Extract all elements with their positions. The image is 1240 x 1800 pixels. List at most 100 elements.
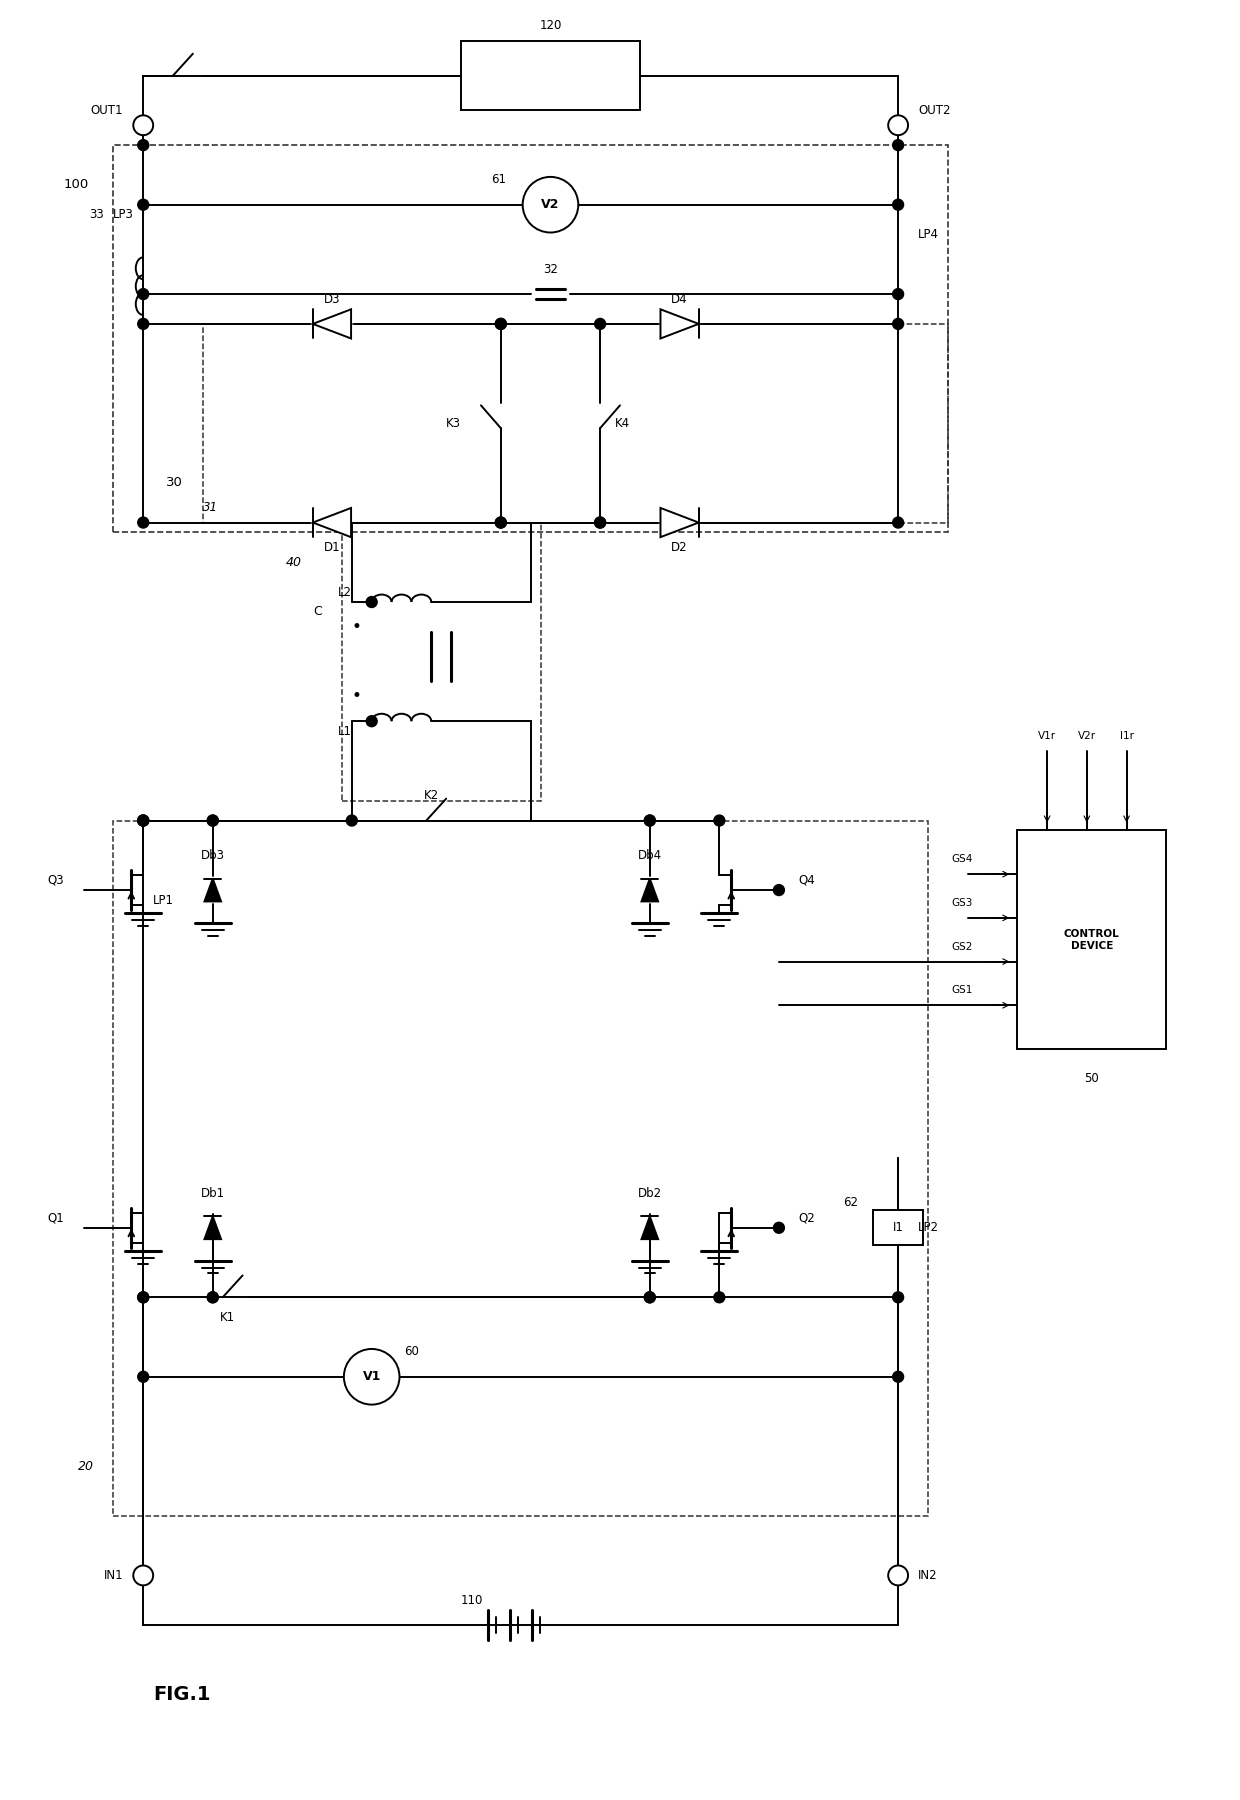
- Text: LP3: LP3: [113, 209, 133, 221]
- Polygon shape: [661, 508, 698, 536]
- Circle shape: [893, 200, 904, 211]
- Text: FIG.1: FIG.1: [154, 1685, 211, 1705]
- Circle shape: [893, 319, 904, 329]
- Circle shape: [133, 115, 154, 135]
- Text: 20: 20: [78, 1460, 93, 1472]
- Text: 31: 31: [203, 500, 218, 515]
- Text: GS4: GS4: [951, 855, 972, 864]
- Text: K4: K4: [615, 418, 630, 430]
- Circle shape: [645, 1292, 655, 1303]
- Text: I1: I1: [893, 1220, 904, 1235]
- Circle shape: [893, 288, 904, 299]
- Bar: [873, 1210, 923, 1246]
- Text: D4: D4: [671, 293, 688, 306]
- Circle shape: [346, 815, 357, 826]
- Text: 60: 60: [404, 1345, 419, 1359]
- Text: D1: D1: [324, 540, 340, 554]
- Polygon shape: [661, 310, 698, 338]
- Text: GS2: GS2: [951, 941, 972, 952]
- Text: 110: 110: [461, 1593, 484, 1607]
- Text: V1r: V1r: [1038, 731, 1056, 742]
- Text: K1: K1: [219, 1310, 236, 1323]
- Polygon shape: [205, 1217, 221, 1238]
- Text: 33: 33: [89, 209, 103, 221]
- Circle shape: [207, 1292, 218, 1303]
- Text: Db3: Db3: [201, 850, 224, 862]
- Bar: [342, 522, 541, 801]
- Text: IN1: IN1: [104, 1570, 123, 1582]
- Circle shape: [138, 1292, 149, 1303]
- Circle shape: [888, 1566, 908, 1586]
- Circle shape: [645, 1292, 655, 1303]
- Bar: [461, 41, 640, 110]
- Text: OUT2: OUT2: [918, 104, 951, 117]
- Text: LP1: LP1: [154, 893, 174, 907]
- Text: IN2: IN2: [918, 1570, 937, 1582]
- Text: Q2: Q2: [799, 1211, 816, 1224]
- Polygon shape: [312, 310, 351, 338]
- Circle shape: [714, 815, 725, 826]
- Circle shape: [138, 815, 149, 826]
- Text: 100: 100: [63, 178, 88, 191]
- Text: 30: 30: [166, 477, 184, 490]
- Circle shape: [495, 319, 506, 329]
- Text: •: •: [352, 617, 362, 635]
- Circle shape: [138, 815, 149, 826]
- Circle shape: [893, 140, 904, 151]
- Circle shape: [645, 815, 655, 826]
- Circle shape: [774, 1222, 785, 1233]
- Text: 50: 50: [1085, 1073, 1099, 1085]
- Circle shape: [138, 517, 149, 527]
- Text: Q1: Q1: [47, 1211, 63, 1224]
- Text: Db1: Db1: [201, 1186, 224, 1199]
- Circle shape: [207, 1292, 218, 1303]
- Text: Q3: Q3: [47, 873, 63, 887]
- Text: LP2: LP2: [918, 1220, 939, 1235]
- Bar: [203, 324, 947, 522]
- Text: V2r: V2r: [1078, 731, 1096, 742]
- Text: Db4: Db4: [637, 850, 662, 862]
- Text: CONTROL
DEVICE: CONTROL DEVICE: [1064, 929, 1120, 950]
- Text: V2: V2: [542, 198, 559, 211]
- Circle shape: [138, 140, 149, 151]
- Circle shape: [138, 319, 149, 329]
- Circle shape: [138, 1372, 149, 1382]
- Circle shape: [207, 815, 218, 826]
- Circle shape: [495, 517, 506, 527]
- Circle shape: [138, 1292, 149, 1303]
- Circle shape: [366, 716, 377, 727]
- Text: Q4: Q4: [799, 873, 816, 887]
- Circle shape: [366, 596, 377, 607]
- Text: V1: V1: [362, 1370, 381, 1382]
- Circle shape: [888, 115, 908, 135]
- Circle shape: [495, 517, 506, 527]
- Circle shape: [133, 1566, 154, 1586]
- Circle shape: [207, 815, 218, 826]
- Text: Db2: Db2: [637, 1186, 662, 1199]
- Text: I1r: I1r: [1120, 731, 1133, 742]
- Text: 61: 61: [491, 173, 506, 187]
- Text: LP4: LP4: [918, 229, 939, 241]
- Text: L2: L2: [337, 585, 352, 599]
- Circle shape: [774, 884, 785, 896]
- Text: •: •: [352, 688, 362, 706]
- Bar: [1017, 830, 1167, 1049]
- Text: GS1: GS1: [951, 985, 972, 995]
- Circle shape: [522, 176, 578, 232]
- Text: D3: D3: [324, 293, 340, 306]
- Text: D2: D2: [671, 540, 688, 554]
- Text: K2: K2: [424, 788, 439, 803]
- Polygon shape: [312, 508, 351, 536]
- Circle shape: [645, 815, 655, 826]
- Bar: [113, 146, 947, 533]
- Circle shape: [595, 319, 605, 329]
- Circle shape: [714, 1292, 725, 1303]
- Circle shape: [138, 288, 149, 299]
- Circle shape: [893, 1372, 904, 1382]
- Polygon shape: [205, 878, 221, 902]
- Circle shape: [495, 319, 506, 329]
- Polygon shape: [641, 878, 658, 902]
- Circle shape: [893, 517, 904, 527]
- Bar: [113, 821, 928, 1516]
- Text: L1: L1: [337, 725, 352, 738]
